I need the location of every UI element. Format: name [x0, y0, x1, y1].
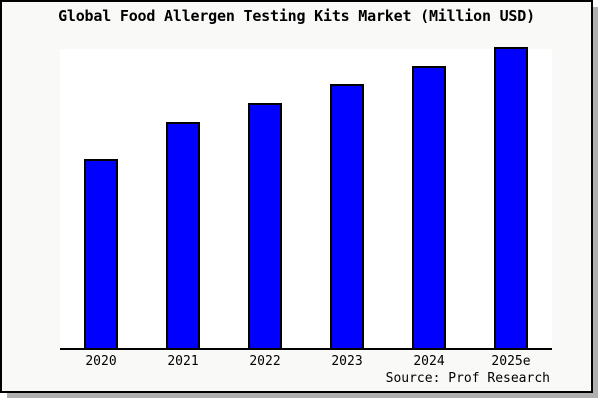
bar-2021	[166, 122, 200, 348]
bar-2022	[248, 103, 282, 348]
bar-slot-2021	[142, 49, 224, 348]
bar-slot-2025e	[470, 47, 552, 348]
bar-slot-2022	[224, 49, 306, 348]
x-tick-label-2023: 2023	[331, 354, 363, 369]
bar-2020	[84, 159, 118, 348]
x-axis-labels: 2020 2021 2022 2023 2024 2025e	[60, 355, 552, 369]
bar-slot-2024	[388, 49, 470, 348]
bar-slot-2023	[306, 49, 388, 348]
chart-area: 2020 2021 2022 2023 2024 2025e Source: Prof R…	[60, 47, 552, 386]
bar-2024	[412, 66, 446, 348]
chart-card: Global Food Allergen Testing Kits Market…	[0, 0, 593, 393]
bar-2023	[330, 84, 364, 348]
x-tick-label-2021: 2021	[167, 354, 199, 369]
bar-2025e	[494, 47, 528, 348]
bar-slot-2020	[60, 49, 142, 348]
chart-title: Global Food Allergen Testing Kits Market…	[58, 7, 535, 25]
source-credit: Source: Prof Research	[385, 371, 550, 386]
plot-area	[60, 47, 552, 350]
x-tick-label-2025e: 2025e	[491, 354, 531, 369]
x-tick-label-2020: 2020	[85, 354, 117, 369]
x-tick-label-2024: 2024	[413, 354, 445, 369]
x-tick-label-2022: 2022	[249, 354, 281, 369]
